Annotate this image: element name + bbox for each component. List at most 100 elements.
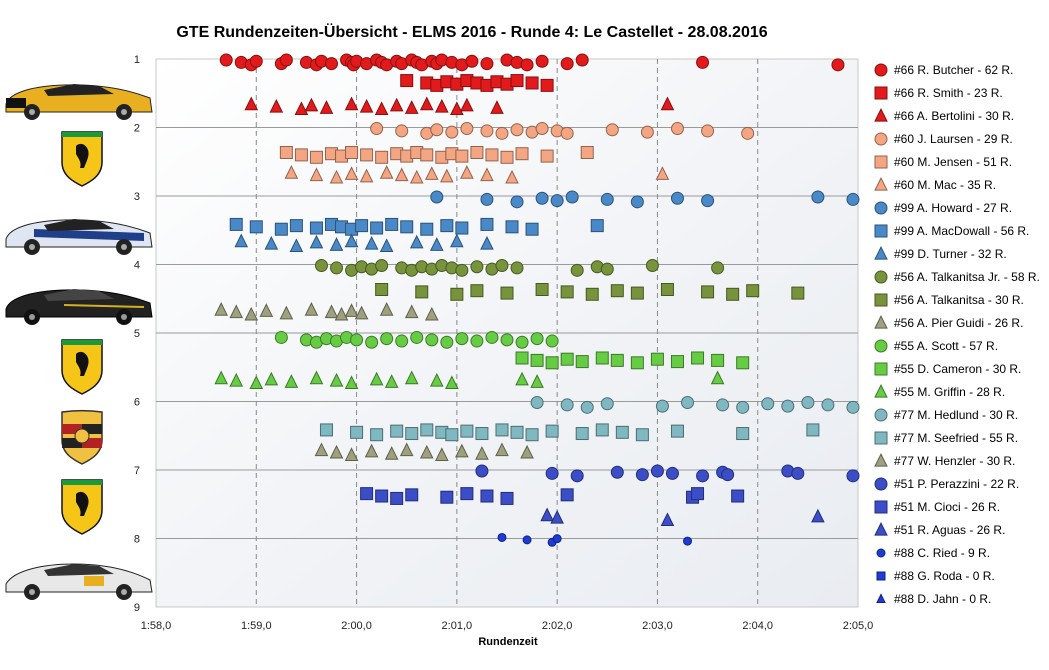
data-point — [660, 283, 674, 296]
data-point — [269, 98, 284, 113]
legend-item: #51 P. Perazzini - 22 R. — [874, 477, 1019, 491]
data-point — [470, 284, 484, 298]
data-point — [405, 427, 419, 441]
data-point — [385, 217, 399, 231]
data-point — [615, 425, 629, 439]
data-point — [540, 149, 554, 163]
data-point — [289, 219, 303, 233]
data-point — [430, 123, 444, 137]
series-12 — [274, 330, 559, 349]
data-point — [360, 148, 374, 162]
data-point — [846, 469, 860, 483]
data-point — [470, 146, 484, 159]
data-point — [495, 423, 509, 437]
data-point — [319, 423, 333, 437]
data-point — [510, 74, 524, 88]
data-point — [475, 446, 489, 460]
legend-item: #99 A. Howard - 27 R. — [874, 201, 1012, 215]
legend-label: #66 A. Bertolini - 30 R. — [894, 109, 1014, 123]
data-point — [490, 100, 504, 114]
data-point — [234, 233, 249, 248]
data-point — [510, 123, 524, 137]
data-point — [640, 125, 654, 139]
data-point — [460, 97, 474, 112]
series-15 — [530, 396, 860, 414]
series-8 — [234, 233, 494, 253]
legend-label: #55 M. Griffin - 28 R. — [894, 385, 1005, 399]
data-point — [660, 96, 675, 111]
data-point — [670, 191, 684, 205]
legend-marker — [874, 63, 888, 77]
data-point — [395, 334, 409, 348]
data-point — [409, 169, 424, 184]
x-tick-label: 2:02,0 — [542, 620, 573, 632]
data-point — [520, 444, 534, 459]
data-point — [540, 507, 554, 522]
data-point — [535, 191, 549, 205]
data-point — [219, 53, 233, 67]
data-point — [500, 491, 514, 505]
data-point — [510, 425, 524, 439]
legend-item: #77 W. Henzler - 30 R. — [874, 452, 1015, 468]
data-point — [455, 149, 469, 163]
legend-item: #66 R. Smith - 23 R. — [874, 86, 1003, 100]
y-tick-label: 1 — [134, 54, 140, 66]
data-point — [485, 330, 499, 344]
data-point — [360, 487, 374, 501]
series-17 — [314, 442, 534, 461]
data-point — [405, 488, 419, 502]
y-tick-label: 3 — [134, 191, 140, 203]
data-point — [515, 351, 529, 365]
data-point — [375, 259, 389, 273]
data-point — [515, 335, 529, 349]
data-point — [309, 234, 324, 249]
data-point — [550, 194, 564, 208]
data-point — [259, 303, 274, 317]
data-point — [475, 464, 489, 478]
data-point — [510, 195, 524, 209]
legend-label: #66 R. Smith - 23 R. — [894, 86, 1003, 100]
legend-marker — [874, 362, 888, 376]
data-point — [480, 235, 494, 250]
data-point — [665, 466, 679, 480]
data-point — [670, 355, 684, 369]
data-point — [540, 78, 554, 92]
data-point — [279, 53, 293, 67]
data-point — [470, 260, 484, 274]
data-point — [324, 304, 339, 319]
data-point — [274, 330, 288, 344]
data-point — [595, 351, 609, 365]
data-point — [279, 305, 294, 320]
data-point — [560, 57, 574, 71]
data-point — [229, 217, 243, 231]
data-point — [701, 194, 715, 208]
x-tick-label: 1:58,0 — [141, 620, 172, 632]
data-point — [395, 124, 409, 138]
data-point — [635, 428, 649, 442]
data-point — [460, 424, 474, 438]
data-point — [525, 222, 539, 236]
data-point — [535, 54, 549, 68]
legend-marker — [876, 548, 886, 558]
data-point — [515, 371, 529, 386]
legend-item: #51 R. Aguas - 26 R. — [874, 521, 1005, 537]
series-7 — [229, 217, 604, 236]
data-point — [319, 100, 334, 114]
legend-item: #56 A. Talkanitsa Jr. - 58 R. — [874, 270, 1040, 284]
data-point — [605, 123, 619, 137]
data-point — [244, 96, 259, 111]
series-5 — [284, 165, 670, 184]
data-point — [565, 190, 579, 204]
series-19 — [360, 487, 745, 505]
legend-label: #55 D. Cameron - 30 R. — [894, 362, 1021, 376]
data-point — [419, 96, 434, 111]
data-point — [510, 261, 524, 275]
x-axis-label: Rundenzeit — [478, 636, 538, 648]
series-11 — [214, 302, 439, 321]
data-point — [455, 443, 469, 458]
chart-title: GTE Rundenzeiten-Übersicht - ELMS 2016 -… — [176, 22, 767, 41]
data-point — [229, 372, 244, 387]
legend-marker — [874, 521, 888, 536]
legend-marker — [874, 408, 888, 422]
